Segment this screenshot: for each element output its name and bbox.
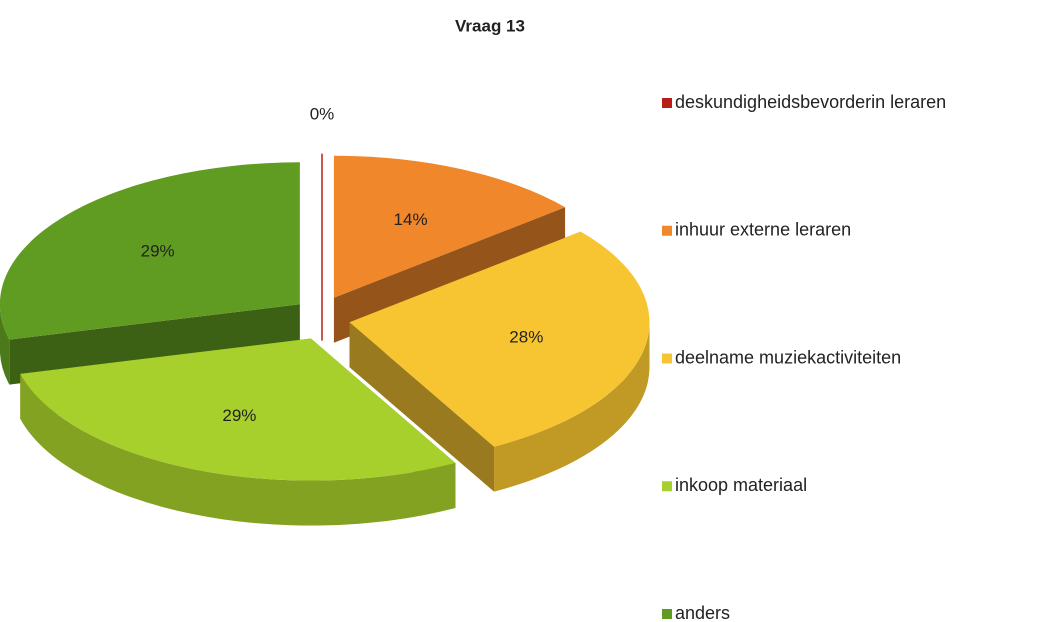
legend-label: inkoop materiaal: [675, 475, 807, 495]
slice: [20, 338, 456, 526]
legend-label: inhuur externe leraren: [675, 220, 851, 240]
legend-label: deelname muziekactiviteiten: [675, 347, 901, 367]
slice-wall: [20, 373, 456, 526]
data-label: 0%: [310, 105, 335, 124]
legend-swatch: [662, 353, 672, 364]
slice-top: [0, 162, 300, 340]
legend-swatch: [662, 225, 672, 236]
slice-top: [20, 338, 456, 481]
legend-label: anders: [675, 603, 730, 622]
slice-side: [9, 304, 300, 385]
chart-title: Vraag 13: [455, 16, 525, 35]
data-label: 29%: [222, 406, 256, 425]
data-label: 29%: [141, 242, 175, 261]
data-label: 28%: [509, 328, 543, 347]
data-label: 14%: [394, 210, 428, 229]
slice: [0, 162, 300, 385]
slice-wall: [0, 307, 10, 385]
slice-top: [349, 231, 650, 447]
slice-top: [333, 155, 566, 298]
slice-side: [349, 322, 495, 492]
legend-label: deskundigheidsbevorderin leraren: [675, 92, 946, 112]
slice: [349, 231, 650, 492]
legend-swatch: [662, 98, 672, 108]
legend-swatch: [662, 609, 672, 619]
legend-swatch: [662, 481, 672, 492]
slice-wall: [494, 322, 650, 492]
